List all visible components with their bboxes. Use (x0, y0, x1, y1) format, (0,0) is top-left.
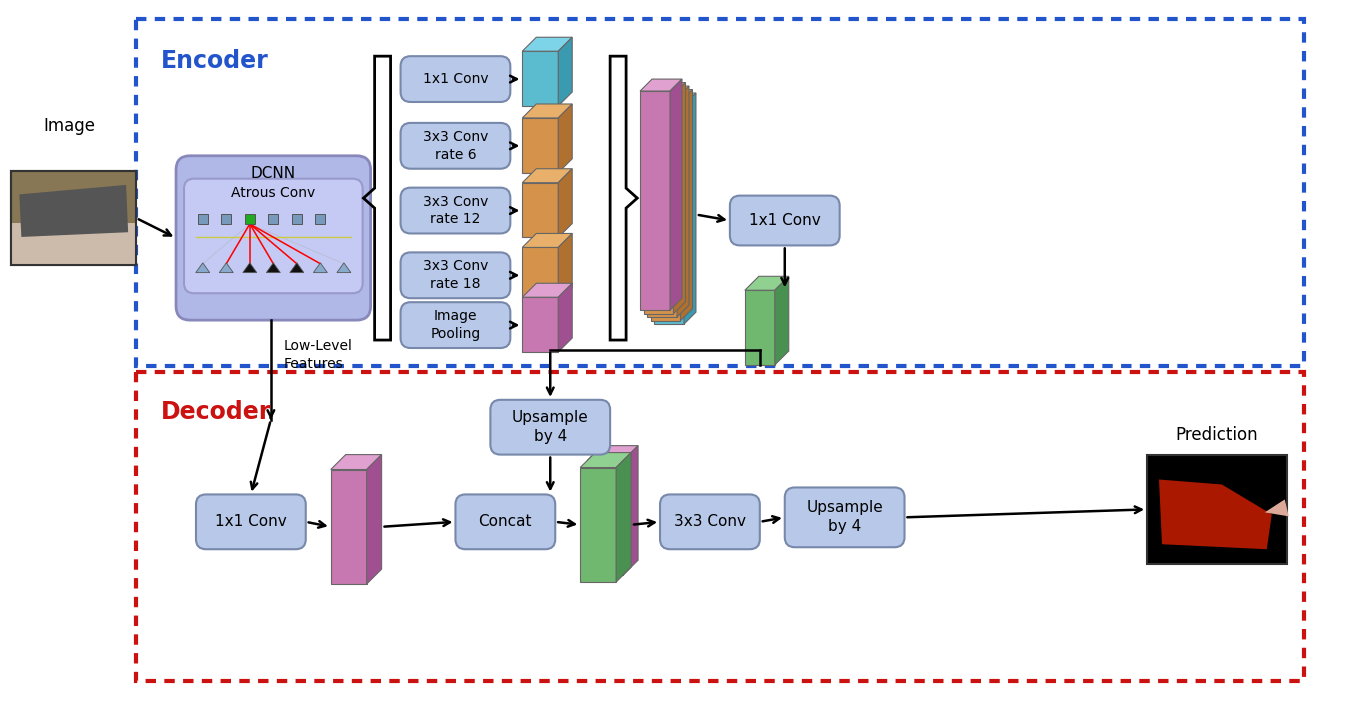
Polygon shape (290, 263, 304, 272)
Polygon shape (1265, 499, 1289, 516)
Polygon shape (644, 94, 674, 314)
FancyBboxPatch shape (490, 400, 610, 455)
Bar (268, 214, 279, 224)
Polygon shape (640, 79, 682, 91)
FancyBboxPatch shape (400, 253, 511, 298)
Polygon shape (680, 89, 692, 320)
FancyBboxPatch shape (400, 123, 511, 169)
Polygon shape (655, 93, 696, 105)
Polygon shape (331, 470, 366, 584)
Text: Prediction: Prediction (1176, 426, 1258, 444)
FancyBboxPatch shape (730, 196, 839, 246)
Bar (136, 19, 1304, 366)
Polygon shape (674, 82, 686, 314)
Polygon shape (581, 467, 616, 582)
Polygon shape (558, 37, 572, 106)
Polygon shape (242, 263, 257, 272)
Polygon shape (523, 182, 558, 237)
Polygon shape (523, 118, 558, 172)
Polygon shape (647, 98, 678, 317)
Text: 3x3 Conv
rate 18: 3x3 Conv rate 18 (423, 259, 488, 291)
Polygon shape (616, 453, 632, 582)
Text: Atrous Conv: Atrous Conv (232, 186, 315, 200)
FancyBboxPatch shape (455, 494, 555, 549)
Polygon shape (366, 455, 381, 584)
Bar (221, 214, 232, 224)
Polygon shape (644, 82, 686, 94)
Polygon shape (651, 89, 692, 101)
Polygon shape (651, 101, 680, 320)
FancyBboxPatch shape (785, 487, 905, 547)
Bar (315, 214, 326, 224)
Polygon shape (669, 79, 682, 310)
FancyBboxPatch shape (400, 56, 511, 102)
Polygon shape (581, 453, 632, 467)
Polygon shape (647, 86, 688, 98)
Polygon shape (523, 234, 572, 247)
Bar (198, 214, 207, 224)
Text: 1x1 Conv: 1x1 Conv (216, 515, 287, 529)
Polygon shape (624, 446, 638, 575)
Text: Image: Image (43, 117, 96, 135)
Polygon shape (558, 169, 572, 237)
Text: Upsample
by 4: Upsample by 4 (807, 501, 884, 534)
Polygon shape (523, 51, 558, 106)
Text: 3x3 Conv
rate 12: 3x3 Conv rate 12 (423, 194, 488, 227)
Polygon shape (523, 37, 572, 51)
Polygon shape (337, 263, 350, 272)
Text: Encoder: Encoder (162, 49, 269, 73)
Text: DCNN: DCNN (251, 166, 296, 181)
Bar (11, 222, 136, 265)
Polygon shape (314, 263, 327, 272)
Bar (11, 170, 136, 265)
FancyBboxPatch shape (400, 188, 511, 234)
FancyBboxPatch shape (176, 156, 370, 320)
Polygon shape (587, 460, 624, 575)
Polygon shape (640, 91, 669, 310)
Bar (11, 170, 136, 265)
Polygon shape (267, 263, 280, 272)
Text: Concat: Concat (478, 515, 532, 529)
FancyBboxPatch shape (195, 494, 306, 549)
FancyBboxPatch shape (185, 179, 362, 294)
Text: 1x1 Conv: 1x1 Conv (749, 213, 820, 228)
Bar (292, 214, 302, 224)
Polygon shape (587, 446, 638, 460)
Polygon shape (195, 263, 210, 272)
FancyBboxPatch shape (660, 494, 760, 549)
Text: 3x3 Conv: 3x3 Conv (674, 515, 746, 529)
Polygon shape (655, 105, 684, 324)
FancyBboxPatch shape (400, 302, 511, 348)
Polygon shape (331, 455, 381, 470)
Polygon shape (523, 169, 572, 182)
Polygon shape (775, 276, 789, 365)
Polygon shape (684, 93, 696, 324)
Bar (136, 372, 1304, 681)
Text: Decoder: Decoder (162, 400, 272, 424)
Polygon shape (558, 283, 572, 352)
Text: 3x3 Conv
rate 6: 3x3 Conv rate 6 (423, 130, 488, 162)
Polygon shape (745, 276, 789, 290)
Bar (1148, 455, 1286, 564)
Polygon shape (1158, 479, 1272, 549)
Text: Upsample
by 4: Upsample by 4 (512, 410, 589, 444)
Polygon shape (745, 290, 775, 365)
Polygon shape (523, 283, 572, 297)
Text: 1x1 Conv: 1x1 Conv (423, 72, 488, 86)
Polygon shape (558, 234, 572, 302)
Polygon shape (523, 247, 558, 302)
Polygon shape (678, 86, 688, 317)
Polygon shape (523, 104, 572, 118)
Text: Low-Level
Features: Low-Level Features (284, 339, 353, 370)
Bar (245, 214, 255, 224)
Text: Image
Pooling: Image Pooling (430, 309, 481, 341)
Polygon shape (220, 263, 233, 272)
Polygon shape (523, 297, 558, 352)
Polygon shape (19, 185, 128, 237)
Polygon shape (558, 104, 572, 172)
